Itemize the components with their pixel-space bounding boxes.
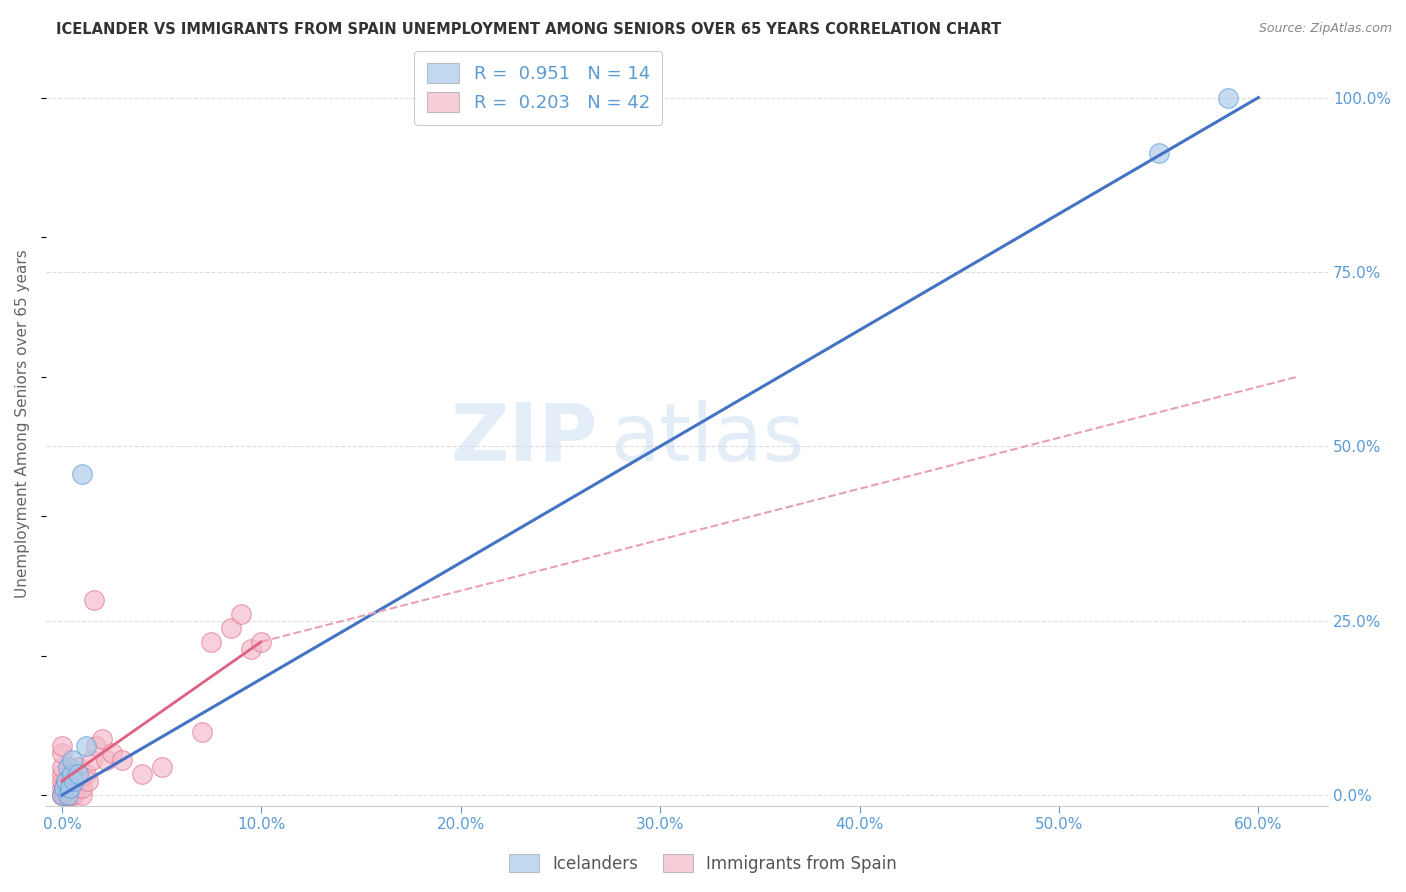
Point <box>190 725 212 739</box>
Point <box>51 788 73 802</box>
Text: ICELANDER VS IMMIGRANTS FROM SPAIN UNEMPLOYMENT AMONG SENIORS OVER 65 YEARS CORR: ICELANDER VS IMMIGRANTS FROM SPAIN UNEMP… <box>56 22 1001 37</box>
Point <box>59 767 82 781</box>
Point <box>51 746 73 760</box>
Point <box>63 788 86 802</box>
Point <box>221 621 243 635</box>
Point <box>56 760 79 774</box>
Point <box>76 774 98 789</box>
Point <box>52 788 75 802</box>
Text: Source: ZipAtlas.com: Source: ZipAtlas.com <box>1258 22 1392 36</box>
Legend: R =  0.951   N = 14, R =  0.203   N = 42: R = 0.951 N = 14, R = 0.203 N = 42 <box>413 51 662 125</box>
Text: atlas: atlas <box>610 400 804 478</box>
Point <box>60 753 83 767</box>
Point <box>55 774 77 789</box>
Point <box>59 788 82 802</box>
Point <box>56 781 79 796</box>
Point <box>52 781 75 796</box>
Point <box>56 788 79 802</box>
Point <box>240 641 263 656</box>
Point <box>65 781 87 796</box>
Point <box>56 788 79 802</box>
Point <box>51 739 73 754</box>
Point <box>60 767 83 781</box>
Point <box>70 467 93 482</box>
Point <box>60 788 83 802</box>
Point <box>51 774 73 789</box>
Point <box>55 788 77 802</box>
Point <box>55 774 77 789</box>
Point <box>51 788 73 802</box>
Point <box>51 788 73 802</box>
Point <box>52 781 75 796</box>
Y-axis label: Unemployment Among Seniors over 65 years: Unemployment Among Seniors over 65 years <box>15 249 30 598</box>
Point <box>84 739 107 754</box>
Legend: Icelanders, Immigrants from Spain: Icelanders, Immigrants from Spain <box>502 847 904 880</box>
Point <box>131 767 153 781</box>
Point <box>69 774 91 789</box>
Point <box>1218 90 1240 104</box>
Point <box>63 767 86 781</box>
Point <box>231 607 253 621</box>
Text: ZIP: ZIP <box>450 400 598 478</box>
Point <box>51 767 73 781</box>
Point <box>80 753 103 767</box>
Point <box>150 760 173 774</box>
Point <box>111 753 134 767</box>
Point <box>1147 146 1170 161</box>
Point <box>83 592 105 607</box>
Point <box>200 634 222 648</box>
Point <box>75 739 97 754</box>
Point <box>250 634 273 648</box>
Point <box>51 760 73 774</box>
Point <box>100 746 122 760</box>
Point <box>66 767 89 781</box>
Point <box>90 732 112 747</box>
Point <box>51 781 73 796</box>
Point <box>63 774 86 789</box>
Point <box>94 753 117 767</box>
Point <box>66 760 89 774</box>
Point <box>70 788 93 802</box>
Point <box>59 781 82 796</box>
Point <box>70 781 93 796</box>
Point <box>75 767 97 781</box>
Point <box>60 774 83 789</box>
